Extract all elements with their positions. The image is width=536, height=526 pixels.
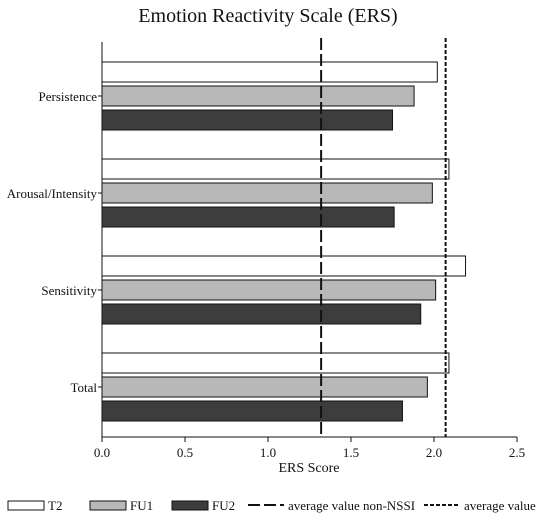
chart-title: Emotion Reactivity Scale (ERS) bbox=[138, 5, 397, 27]
y-tick-label-persistence: Persistence bbox=[39, 89, 98, 104]
bar-sensitivity-fu1 bbox=[101, 279, 437, 301]
legend-label-fu2: FU2 bbox=[212, 498, 235, 513]
y-tick-label-total: Total bbox=[70, 380, 97, 395]
bar-arousal-intensity-fu2 bbox=[101, 206, 395, 228]
y-tick-label-sensitivity: Sensitivity bbox=[41, 283, 97, 298]
bar-persistence-fu1 bbox=[101, 85, 415, 107]
y-tick-label-arousal-intensity: Arousal/Intensity bbox=[7, 186, 98, 201]
legend-label-fu1: FU1 bbox=[130, 498, 153, 513]
bar-total-fu2 bbox=[101, 400, 403, 422]
x-tick-label: 2.0 bbox=[426, 445, 442, 460]
x-tick-label: 0.0 bbox=[94, 445, 110, 460]
bar-total-t2 bbox=[101, 352, 450, 374]
legend-label-average-value-non-nssi: average value non-NSSI bbox=[288, 498, 415, 513]
legend-swatch-fu1 bbox=[89, 500, 127, 511]
x-axis-label: ERS Score bbox=[278, 461, 339, 476]
legend: T2 FU1 FU2 average value non-NSSI average va… bbox=[7, 498, 536, 513]
legend-swatch-t2 bbox=[7, 500, 45, 511]
x-tick-label: 2.5 bbox=[509, 445, 525, 460]
bar-arousal-intensity-fu1 bbox=[101, 182, 433, 204]
bar-persistence-t2 bbox=[101, 61, 438, 83]
x-tick-labels: 0.0 0.5 1.0 1.5 2.0 2.5 bbox=[94, 437, 525, 460]
bar-arousal-intensity-t2 bbox=[101, 158, 450, 180]
x-tick-label: 1.0 bbox=[260, 445, 276, 460]
bar-total-fu1 bbox=[101, 376, 428, 398]
legend-label-average-value-nssi: average value NSSI bbox=[464, 498, 536, 513]
y-tick-labels: Persistence Arousal/Intensity Sensitivity T… bbox=[7, 89, 102, 395]
bar-sensitivity-fu2 bbox=[101, 303, 422, 325]
legend-label-t2: T2 bbox=[48, 498, 62, 513]
bar-sensitivity-t2 bbox=[101, 255, 467, 277]
bar-persistence-fu2 bbox=[101, 109, 393, 131]
x-tick-label: 1.5 bbox=[343, 445, 359, 460]
bars-layer bbox=[101, 61, 467, 422]
x-tick-label: 0.5 bbox=[177, 445, 193, 460]
legend-swatch-fu2 bbox=[171, 500, 209, 511]
reference-lines-layer bbox=[320, 38, 447, 437]
